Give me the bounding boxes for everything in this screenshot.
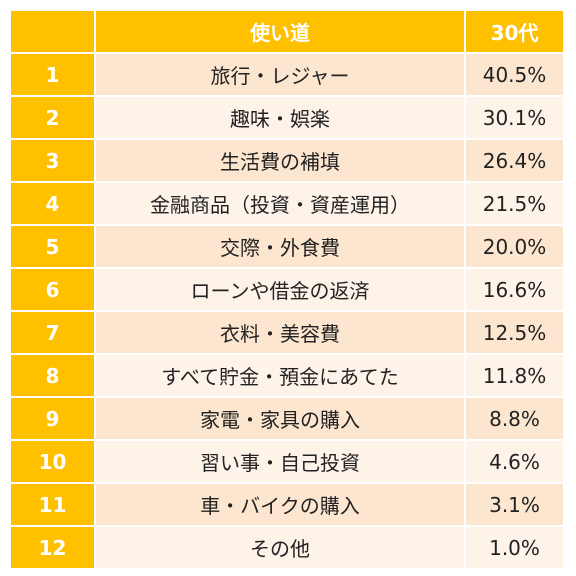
rank-cell: 11: [11, 484, 94, 525]
use-cell: 旅行・レジャー: [96, 54, 464, 95]
rank-cell: 5: [11, 226, 94, 267]
table-row: 4 金融商品（投資・資産運用） 21.5%: [11, 183, 563, 224]
rank-cell: 2: [11, 97, 94, 138]
value-cell: 20.0%: [466, 226, 563, 267]
use-cell: その他: [96, 527, 464, 568]
table-row: 2 趣味・娯楽 30.1%: [11, 97, 563, 138]
rank-cell: 8: [11, 355, 94, 396]
use-cell: ローンや借金の返済: [96, 269, 464, 310]
table-row: 1 旅行・レジャー 40.5%: [11, 54, 563, 95]
table-row: 6 ローンや借金の返済 16.6%: [11, 269, 563, 310]
use-cell: 車・バイクの購入: [96, 484, 464, 525]
table-header-row: 使い道 30代: [11, 11, 563, 52]
value-cell: 1.0%: [466, 527, 563, 568]
rank-cell: 10: [11, 441, 94, 482]
use-cell: 生活費の補填: [96, 140, 464, 181]
rank-cell: 4: [11, 183, 94, 224]
header-rank-cell: [11, 11, 94, 52]
header-use-cell: 使い道: [96, 11, 464, 52]
table-row: 8 すべて貯金・預金にあてた 11.8%: [11, 355, 563, 396]
value-cell: 26.4%: [466, 140, 563, 181]
table-row: 7 衣料・美容費 12.5%: [11, 312, 563, 353]
value-cell: 21.5%: [466, 183, 563, 224]
use-cell: 交際・外食費: [96, 226, 464, 267]
use-cell: 趣味・娯楽: [96, 97, 464, 138]
rank-cell: 3: [11, 140, 94, 181]
use-cell: 家電・家具の購入: [96, 398, 464, 439]
value-cell: 8.8%: [466, 398, 563, 439]
table-row: 11 車・バイクの購入 3.1%: [11, 484, 563, 525]
value-cell: 12.5%: [466, 312, 563, 353]
rank-cell: 12: [11, 527, 94, 568]
value-cell: 30.1%: [466, 97, 563, 138]
value-cell: 3.1%: [466, 484, 563, 525]
header-value-cell: 30代: [466, 11, 563, 52]
use-cell: 衣料・美容費: [96, 312, 464, 353]
ranking-table: 使い道 30代 1 旅行・レジャー 40.5% 2 趣味・娯楽 30.1% 3 …: [11, 11, 563, 570]
use-cell: 習い事・自己投資: [96, 441, 464, 482]
table-row: 3 生活費の補填 26.4%: [11, 140, 563, 181]
table-row: 10 習い事・自己投資 4.6%: [11, 441, 563, 482]
rank-cell: 6: [11, 269, 94, 310]
value-cell: 40.5%: [466, 54, 563, 95]
rank-cell: 9: [11, 398, 94, 439]
use-cell: 金融商品（投資・資産運用）: [96, 183, 464, 224]
value-cell: 4.6%: [466, 441, 563, 482]
rank-cell: 1: [11, 54, 94, 95]
table-row: 9 家電・家具の購入 8.8%: [11, 398, 563, 439]
use-cell: すべて貯金・預金にあてた: [96, 355, 464, 396]
table-row: 5 交際・外食費 20.0%: [11, 226, 563, 267]
table-row: 12 その他 1.0%: [11, 527, 563, 568]
value-cell: 16.6%: [466, 269, 563, 310]
value-cell: 11.8%: [466, 355, 563, 396]
rank-cell: 7: [11, 312, 94, 353]
